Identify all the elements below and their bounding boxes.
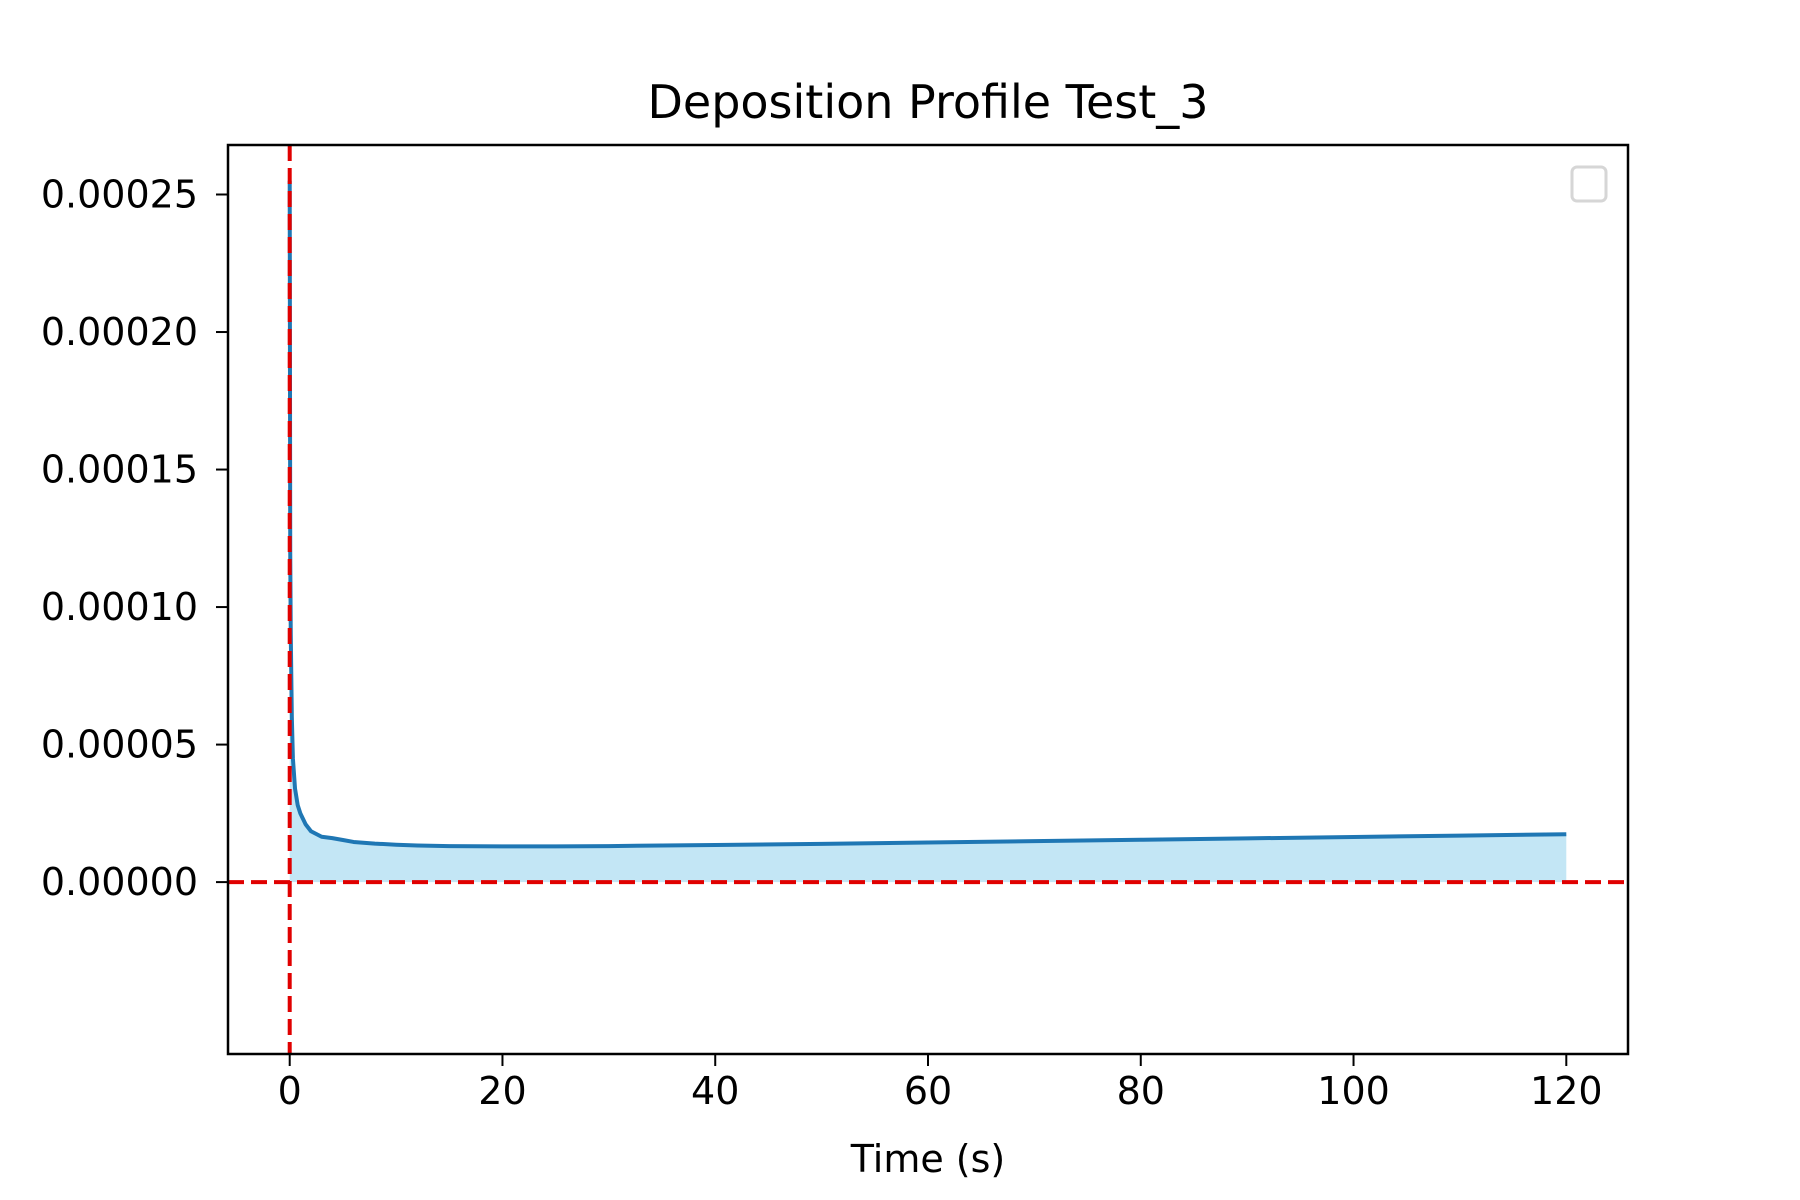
y-axis: 0.00000 0.00005 0.00010 0.00015 0.00020 0.000… <box>41 173 228 904</box>
plot-content <box>228 145 1628 1054</box>
x-tick-label: 80 <box>1117 1069 1165 1113</box>
y-tick-label: 0.00010 <box>41 585 198 629</box>
y-tick-label: 0.00015 <box>41 448 198 492</box>
x-tick-label: 120 <box>1530 1069 1603 1113</box>
legend-box <box>1570 165 1608 203</box>
x-tick-label: 100 <box>1317 1069 1390 1113</box>
y-tick-label: 0.00020 <box>41 310 198 354</box>
y-tick-label: 0.00000 <box>41 860 198 904</box>
legend[interactable] <box>1570 165 1608 203</box>
chart-title: Deposition Profile Test_3 <box>647 75 1208 129</box>
x-tick-label: 0 <box>278 1069 302 1113</box>
x-axis: 0 20 40 60 80 100 120 <box>278 1054 1603 1113</box>
series-line <box>287 180 1567 849</box>
x-tick-label: 20 <box>478 1069 526 1113</box>
x-tick-label: 40 <box>691 1069 739 1113</box>
x-axis-label: Time (s) <box>850 1137 1006 1181</box>
y-tick-label: 0.00005 <box>41 723 198 767</box>
x-tick-label: 60 <box>904 1069 952 1113</box>
y-tick-label: 0.00025 <box>41 173 198 217</box>
